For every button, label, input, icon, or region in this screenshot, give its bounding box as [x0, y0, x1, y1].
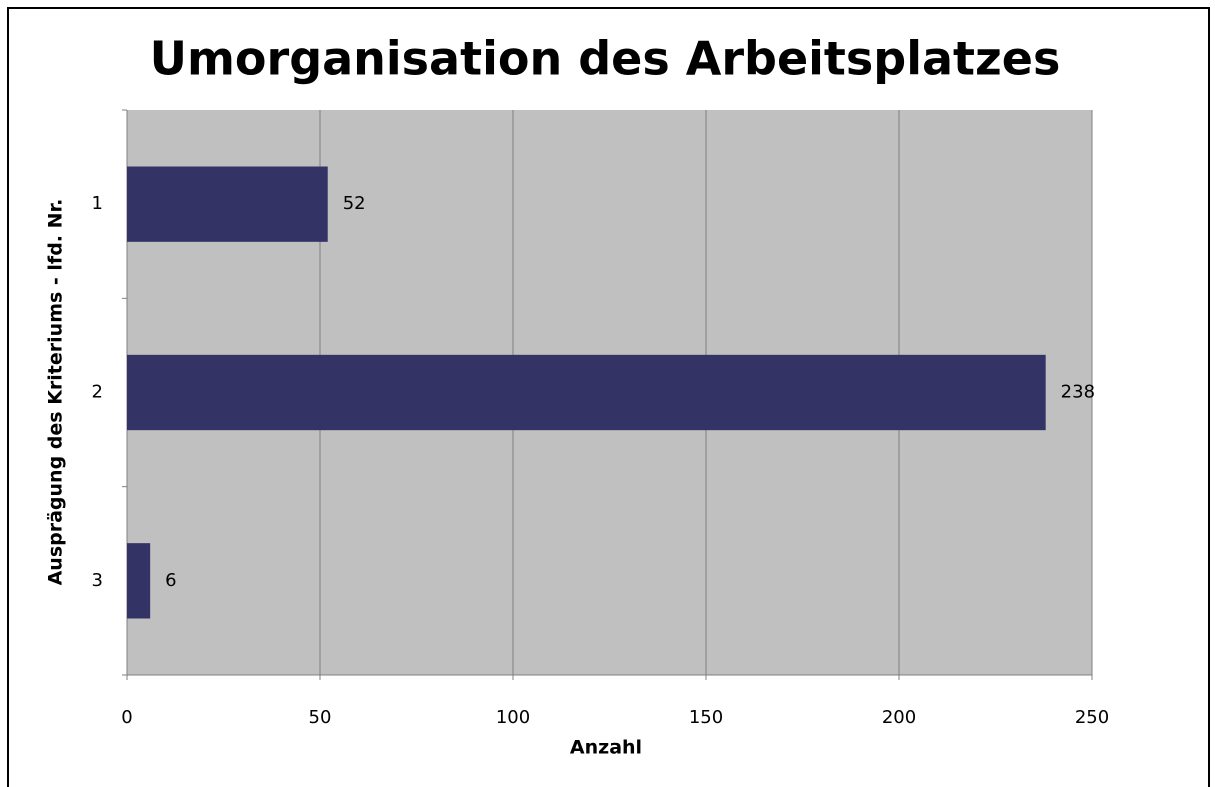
bar: [127, 543, 151, 619]
bar: [127, 354, 1046, 431]
bar: [127, 166, 328, 242]
y-axis-title: Ausprägung des Kriteriums - lfd. Nr.: [45, 199, 67, 586]
x-tick-label: 200: [882, 707, 916, 728]
y-tick-label: 2: [92, 382, 103, 403]
y-tick-label: 1: [92, 193, 103, 214]
data-label: 238: [1061, 382, 1095, 403]
x-axis-title: Anzahl: [570, 737, 642, 759]
chart-title: Umorganisation des Arbeitsplatzes: [150, 32, 1061, 86]
data-label: 52: [343, 193, 366, 214]
y-tick-label: 3: [92, 570, 103, 591]
x-tick-label: 0: [121, 707, 132, 728]
x-tick-label: 100: [496, 707, 530, 728]
data-label: 6: [165, 570, 176, 591]
x-tick-label: 250: [1075, 707, 1109, 728]
x-tick-label: 50: [309, 707, 332, 728]
x-tick-label: 150: [689, 707, 723, 728]
